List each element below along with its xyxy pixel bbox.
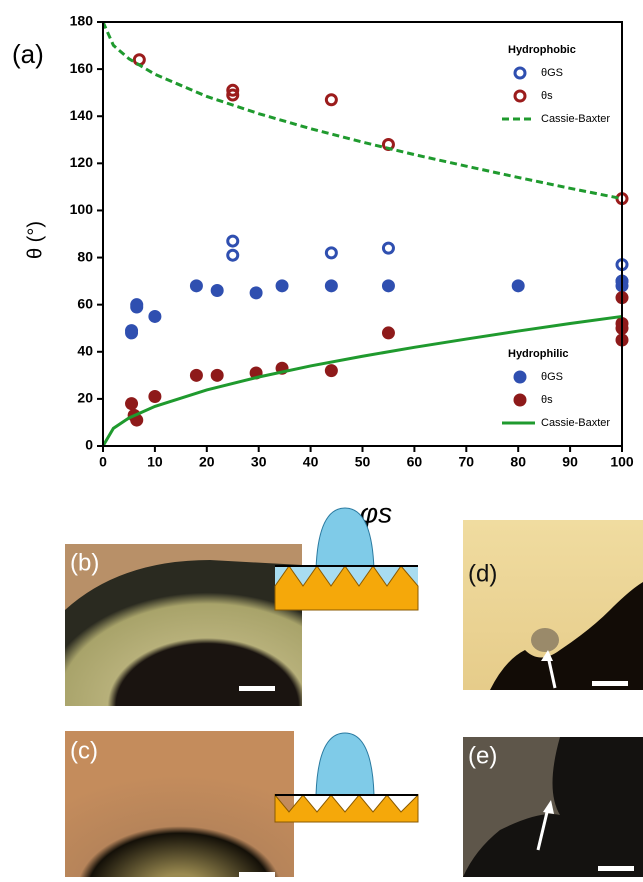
x-tick-label: 30 <box>251 454 267 470</box>
point <box>211 369 224 382</box>
plot: 0 10 20 30 40 50 60 70 80 90 100 0 20 40 60 80 100 120 140… <box>70 13 634 470</box>
point <box>228 250 238 260</box>
micrograph-b: (b) <box>65 544 302 706</box>
point <box>190 279 203 292</box>
point <box>125 324 138 337</box>
point <box>211 284 224 297</box>
y-tick-label: 60 <box>77 295 93 311</box>
point <box>325 364 338 377</box>
point <box>276 279 289 292</box>
x-tick-label: 40 <box>303 454 319 470</box>
point <box>382 279 395 292</box>
y-tick-label: 140 <box>70 107 94 123</box>
point <box>250 286 263 299</box>
y-axis-label: θ (°) <box>24 221 46 259</box>
x-tick-label: 60 <box>407 454 423 470</box>
legend-marker <box>515 91 525 101</box>
y-tick-label: 100 <box>70 201 94 217</box>
y-tick-label: 160 <box>70 60 94 76</box>
point <box>148 310 161 323</box>
x-tick-label: 20 <box>199 454 215 470</box>
micrograph-c: (c) <box>65 731 294 877</box>
legend-label: θGS <box>541 371 563 383</box>
legend-label: θs <box>541 394 553 406</box>
x-tick-label: 10 <box>147 454 163 470</box>
legend-marker <box>515 68 525 78</box>
y-tick-label: 180 <box>70 13 94 29</box>
point <box>125 397 138 410</box>
legend-label: θGS <box>541 67 563 79</box>
x-tick-label: 80 <box>510 454 526 470</box>
panel-label: (b) <box>70 549 99 576</box>
panel-label: (c) <box>70 737 98 764</box>
panel-label: (a) <box>12 39 44 69</box>
point <box>148 390 161 403</box>
point <box>512 279 525 292</box>
x-tick-label: 70 <box>459 454 475 470</box>
point <box>382 326 395 339</box>
x-tick-label: 100 <box>610 454 634 470</box>
panel-label: (e) <box>468 742 497 769</box>
x-tick-label: 0 <box>99 454 107 470</box>
y-tick-label: 20 <box>77 390 93 406</box>
legend-label: Cassie-Baxter <box>541 417 610 429</box>
y-tick-label: 80 <box>77 248 93 264</box>
point <box>134 55 144 65</box>
point <box>383 243 393 253</box>
point <box>190 369 203 382</box>
point <box>130 298 143 311</box>
micrograph-d: (d) <box>463 520 643 690</box>
micrograph-e: (e) <box>463 737 643 877</box>
y-tick-label: 40 <box>77 342 93 358</box>
schematic-c <box>275 733 418 822</box>
y-tick-label: 0 <box>85 437 93 453</box>
point <box>228 236 238 246</box>
point <box>326 95 336 105</box>
legend-title: Hydrophilic <box>508 348 569 360</box>
x-tick-label: 50 <box>355 454 371 470</box>
legend-marker <box>514 394 527 407</box>
x-tick-label: 90 <box>562 454 578 470</box>
legend-marker <box>514 371 527 384</box>
panel-label: (d) <box>468 560 497 587</box>
point <box>325 279 338 292</box>
y-tick-label: 120 <box>70 154 94 170</box>
legend-label: Cassie-Baxter <box>541 113 610 125</box>
point <box>326 248 336 258</box>
legend-title: Hydrophobic <box>508 44 576 56</box>
legend-label: θs <box>541 90 553 102</box>
figure: (a) φs θ (°) 010203040506070809010002040… <box>0 0 643 877</box>
